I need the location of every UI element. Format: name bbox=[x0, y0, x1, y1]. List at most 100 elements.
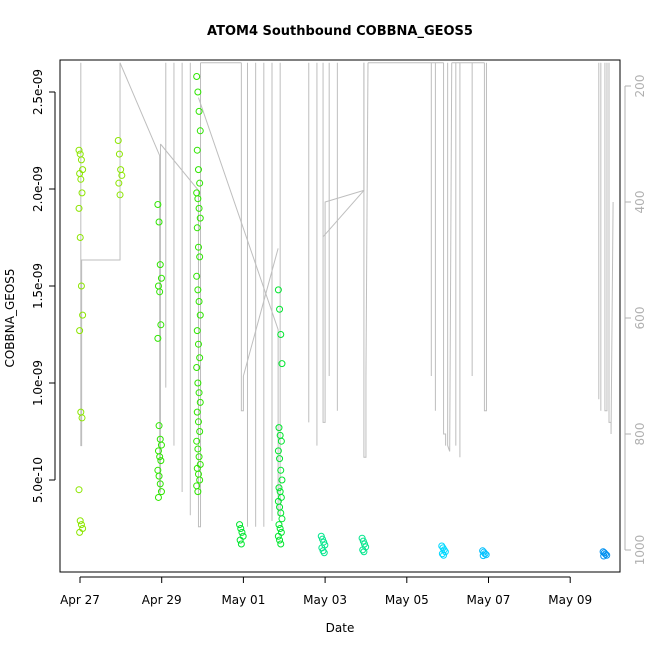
data-point bbox=[274, 447, 282, 455]
data-point bbox=[600, 552, 608, 560]
data-point bbox=[599, 548, 607, 556]
data-point bbox=[154, 493, 162, 501]
data-point bbox=[117, 166, 125, 174]
x-tick-label: May 03 bbox=[303, 593, 347, 607]
data-point bbox=[276, 455, 284, 463]
profile-lines bbox=[80, 62, 614, 528]
y2-tick-label: 800 bbox=[633, 423, 647, 446]
y-axis-label: COBBNA_GEOS5 bbox=[3, 268, 17, 367]
data-point bbox=[156, 453, 164, 461]
data-point bbox=[156, 288, 164, 296]
data-point bbox=[196, 311, 204, 319]
data-point bbox=[194, 166, 202, 174]
data-point bbox=[277, 540, 285, 548]
data-point bbox=[194, 243, 202, 251]
x-axis-label: Date bbox=[326, 621, 355, 635]
data-point bbox=[114, 137, 122, 144]
data-point bbox=[277, 437, 285, 445]
data-point bbox=[195, 204, 203, 212]
profile-line bbox=[240, 62, 244, 412]
data-point bbox=[194, 340, 202, 348]
data-point bbox=[277, 331, 285, 338]
x-tick-label: May 09 bbox=[548, 593, 592, 607]
profile-line bbox=[322, 190, 365, 238]
data-point bbox=[196, 428, 204, 435]
data-point bbox=[193, 72, 201, 80]
y-tick-label: 5.0e-10 bbox=[31, 457, 45, 503]
data-point bbox=[193, 272, 201, 280]
profile-line bbox=[483, 62, 487, 412]
data-point bbox=[157, 488, 165, 496]
profile-line bbox=[608, 62, 614, 435]
data-point bbox=[193, 327, 201, 335]
data-point bbox=[278, 515, 286, 523]
data-point bbox=[193, 146, 201, 154]
x-tick-label: Apr 27 bbox=[60, 593, 100, 607]
data-point bbox=[194, 379, 202, 387]
profile-line bbox=[447, 62, 453, 452]
y2-tick-label: 600 bbox=[633, 307, 647, 330]
profile-line bbox=[119, 62, 161, 493]
data-point bbox=[78, 189, 86, 197]
data-point bbox=[196, 127, 204, 135]
data-point bbox=[155, 422, 163, 430]
data-point bbox=[193, 437, 201, 445]
data-point bbox=[276, 305, 284, 313]
data-point bbox=[359, 546, 367, 554]
data-point bbox=[193, 363, 201, 371]
y-axis: 5.0e-10 1.0e-09 1.5e-09 2.0e-09 2.5e-09 bbox=[31, 69, 56, 503]
x-tick-label: May 05 bbox=[385, 593, 429, 607]
profile-line bbox=[160, 62, 202, 528]
data-point bbox=[76, 150, 84, 158]
y2-tick-label: 200 bbox=[633, 75, 647, 98]
data-point bbox=[275, 484, 283, 492]
y2-axis: 200 400 600 800 1000 bbox=[624, 75, 647, 565]
data-point bbox=[76, 528, 84, 536]
data-point bbox=[236, 536, 244, 544]
data-point bbox=[195, 298, 203, 306]
data-point bbox=[77, 175, 85, 183]
data-point bbox=[277, 466, 285, 474]
data-point bbox=[440, 546, 448, 554]
data-point bbox=[155, 472, 163, 480]
data-point bbox=[154, 334, 162, 342]
data-point bbox=[237, 525, 245, 532]
data-point bbox=[360, 548, 368, 556]
data-point bbox=[481, 550, 489, 558]
data-point bbox=[77, 282, 85, 290]
x-axis: Apr 27 Apr 29 May 01 May 03 May 05 May 07 May … bbox=[60, 576, 592, 607]
data-point bbox=[238, 528, 246, 536]
profile-line bbox=[604, 62, 608, 412]
x-tick-label: Apr 29 bbox=[142, 593, 182, 607]
profile-line bbox=[443, 62, 447, 446]
data-point bbox=[157, 457, 165, 465]
profile-line bbox=[80, 62, 121, 447]
data-point bbox=[276, 525, 284, 532]
data-point bbox=[77, 156, 85, 164]
data-point bbox=[194, 195, 202, 203]
data-point bbox=[440, 551, 448, 559]
data-point bbox=[194, 488, 202, 496]
data-point bbox=[75, 204, 83, 212]
data-point bbox=[237, 540, 245, 548]
data-point bbox=[602, 550, 610, 558]
data-point bbox=[157, 441, 165, 449]
data-point bbox=[196, 214, 204, 222]
data-point bbox=[196, 476, 204, 484]
data-point bbox=[438, 550, 446, 558]
data-point bbox=[194, 418, 202, 426]
data-point bbox=[77, 521, 85, 529]
data-point bbox=[195, 107, 203, 115]
data-point bbox=[276, 536, 284, 544]
data-point bbox=[278, 360, 286, 368]
data-point bbox=[195, 453, 203, 461]
data-point bbox=[76, 517, 84, 525]
data-point bbox=[193, 224, 201, 232]
data-point bbox=[115, 150, 123, 158]
profile-line bbox=[363, 62, 369, 458]
x-tick-label: May 07 bbox=[467, 593, 511, 607]
data-point bbox=[236, 521, 244, 529]
data-point bbox=[156, 480, 164, 488]
data-point bbox=[79, 311, 87, 319]
